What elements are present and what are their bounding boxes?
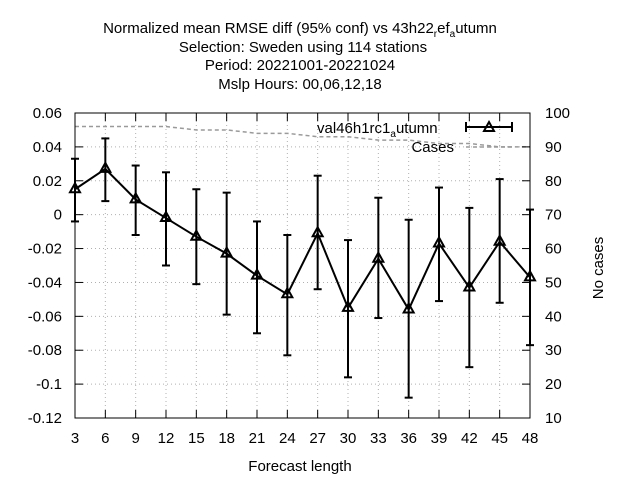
title-line-4: Mslp Hours: 00,06,12,18 <box>218 76 381 93</box>
y-tick-label: -0.06 <box>28 308 62 325</box>
y-tick-label: -0.08 <box>28 342 62 359</box>
data-point-triangle <box>159 209 173 223</box>
title-line-2: Selection: Sweden using 114 stations <box>179 39 427 56</box>
data-point-triangle <box>432 235 446 248</box>
cases-series <box>75 125 530 148</box>
x-tick-label: 45 <box>491 430 508 447</box>
x-tick-label: 27 <box>309 430 326 447</box>
title-line-1-sub1: r <box>434 29 438 40</box>
data-point-triangle <box>280 286 295 299</box>
y2-tick-label: 90 <box>545 139 562 156</box>
y-tick-labels: 0.06 0.04 0.02 0 -0.02 -0.04 -0.06 -0.08 -0.1 -0.… <box>28 105 62 427</box>
data-point-triangle <box>462 279 477 292</box>
y2-tick-label: 40 <box>545 308 562 325</box>
x-tick-label: 24 <box>279 430 296 447</box>
title-line-1: Normalized mean RMSE diff (95% conf) vs … <box>103 20 497 40</box>
chart-title: Normalized mean RMSE diff (95% conf) vs … <box>103 20 497 93</box>
y2-tick-label: 70 <box>545 207 562 224</box>
data-point-triangle <box>310 225 325 238</box>
x-axis-title: Forecast length <box>248 458 351 475</box>
x-tick-label: 39 <box>431 430 448 447</box>
x-tick-label: 3 <box>71 430 79 447</box>
legend-series-prefix: val46h1rc1 <box>317 120 390 137</box>
legend: val46h1rc1autumn Cases <box>317 119 513 156</box>
y-tick-label: -0.04 <box>28 274 62 291</box>
plot-frame <box>74 112 531 419</box>
x-tick-label: 9 <box>131 430 139 447</box>
data-point-triangle <box>250 267 264 280</box>
legend-series-marker <box>482 119 496 132</box>
series-line <box>74 167 531 312</box>
data-point-triangle <box>128 191 143 204</box>
legend-series-sub: a <box>390 129 396 140</box>
data-point-triangle <box>341 299 355 312</box>
x-tick-label: 21 <box>249 430 266 447</box>
y2-tick-label: 80 <box>545 173 562 190</box>
legend-label-cases: Cases <box>411 139 454 156</box>
y-tick-label: 0.06 <box>33 105 62 122</box>
title-line-1-prefix: Normalized mean RMSE diff (95% conf) vs … <box>103 20 434 37</box>
title-line-3: Period: 20221001-20221024 <box>205 57 395 74</box>
axis-ticks <box>74 112 531 419</box>
y2-tick-label: 20 <box>545 376 562 393</box>
title-line-1-suffix: utumn <box>455 20 497 37</box>
x-tick-label: 12 <box>158 430 175 447</box>
y2-tick-label: 30 <box>545 342 562 359</box>
y-tick-label: 0 <box>54 207 62 224</box>
data-point-triangle <box>401 301 416 314</box>
x-tick-label: 18 <box>218 430 235 447</box>
y-tick-label: 0.02 <box>33 173 62 190</box>
x-tick-label: 33 <box>370 430 387 447</box>
y2-axis-title: No cases <box>590 237 607 300</box>
rmse-series <box>68 137 537 399</box>
x-tick-label: 42 <box>461 430 478 447</box>
y-tick-label: -0.1 <box>36 376 62 393</box>
x-tick-label: 6 <box>101 430 109 447</box>
y2-tick-label: 50 <box>545 274 562 291</box>
x-tick-labels: 3 6 9 12 15 18 21 24 27 30 33 36 39 42 45 48 <box>71 430 539 447</box>
data-point-triangle <box>219 245 234 258</box>
y2-tick-labels: 100 90 80 70 60 50 40 30 20 10 <box>545 105 570 427</box>
x-tick-label: 36 <box>400 430 417 447</box>
cases-line <box>75 125 530 148</box>
y-tick-label: -0.12 <box>28 410 62 427</box>
title-line-1-mid: ef <box>437 20 450 37</box>
y2-tick-label: 100 <box>545 105 570 122</box>
data-point-triangle <box>492 233 507 246</box>
y2-tick-label: 10 <box>545 410 562 427</box>
y2-tick-label: 60 <box>545 241 562 258</box>
data-point-triangle <box>98 160 113 173</box>
y-tick-label: 0.04 <box>33 139 62 156</box>
title-line-1-sub2: a <box>450 29 456 40</box>
x-tick-label: 15 <box>188 430 205 447</box>
legend-label-series: val46h1rc1autumn <box>317 120 438 140</box>
y-tick-label: -0.02 <box>28 241 62 258</box>
data-point-triangle <box>189 228 204 241</box>
x-tick-label: 48 <box>522 430 539 447</box>
x-tick-label: 30 <box>340 430 357 447</box>
legend-series-suffix: utumn <box>396 120 438 137</box>
data-point-triangle <box>371 250 386 263</box>
